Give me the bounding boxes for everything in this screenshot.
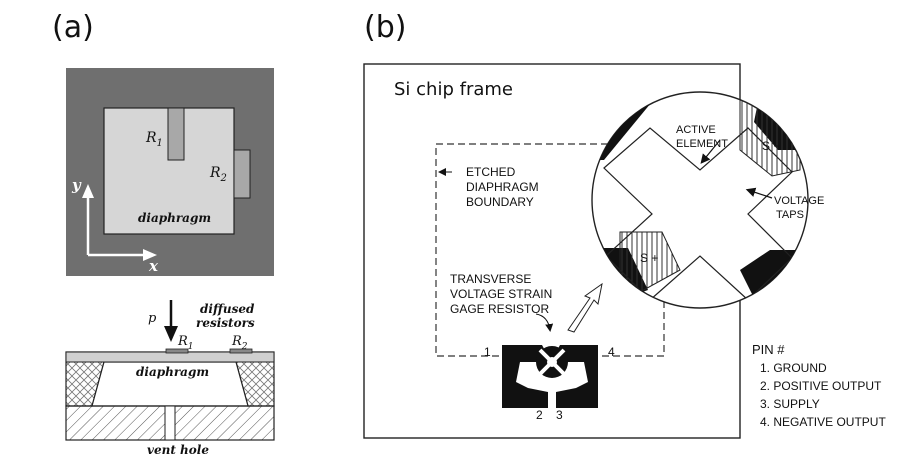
r1-label: R1 — [145, 130, 163, 149]
y-axis-label: y — [71, 176, 82, 194]
pin-legend-2: 2. POSITIVE OUTPUT — [760, 379, 882, 393]
diffused-label-1: diffused — [200, 302, 255, 316]
voltage-label-1: VOLTAGE — [774, 195, 824, 207]
magnified-view — [591, 91, 809, 309]
top-view-group: R1 R2 diaphragm y x — [66, 68, 274, 276]
cs-r2-label: R2 — [231, 334, 248, 352]
vent-hole-label: vent hole — [147, 443, 209, 457]
pin-legend-1: 1. GROUND — [760, 361, 827, 375]
pin-2-label: 2 — [536, 408, 543, 422]
pressure-label: p — [148, 311, 157, 326]
diffused-label-2: resistors — [196, 316, 255, 330]
cs-diaphragm-label: diaphragm — [136, 365, 209, 379]
etched-label-2: DIAPHRAGM — [466, 180, 539, 194]
chip-frame-label: Si chip frame — [394, 79, 513, 100]
pin-3-label: 3 — [556, 408, 563, 422]
pin-legend-3: 3. SUPPLY — [760, 397, 820, 411]
s-minus-label: S − — [762, 139, 780, 153]
y-axis-arrow — [82, 184, 94, 198]
transverse-label-3: GAGE RESISTOR — [450, 302, 549, 316]
r2-label: R2 — [209, 165, 227, 184]
sensor-pattern — [502, 345, 598, 408]
x-axis-arrow — [143, 249, 157, 261]
etched-label-3: BOUNDARY — [466, 195, 534, 209]
cs-r1-label: R1 — [177, 334, 194, 352]
pin-header: PIN # — [752, 342, 785, 357]
x-axis-label: x — [148, 257, 159, 275]
panel-a-label: (a) — [52, 10, 94, 45]
voltage-label-2: TAPS — [776, 209, 804, 221]
active-label-1: ACTIVE — [676, 124, 716, 136]
diaphragm-layer — [65, 351, 275, 363]
active-label-2: ELEMENT — [676, 138, 728, 150]
transverse-label-1: TRANSVERSE — [450, 272, 531, 286]
diaphragm-label: diaphragm — [138, 211, 211, 225]
active-element-arrow — [700, 139, 721, 164]
cross-section-group: p diffused resistors R1 R2 diaphragm ven… — [65, 300, 275, 457]
voltage-taps-arrow — [745, 187, 773, 199]
resistor-r1-rect — [167, 107, 185, 161]
etched-label-1: ETCHED — [466, 165, 516, 179]
magnify-arrow — [567, 282, 603, 333]
cs-resistor-r2 — [229, 348, 253, 354]
resistor-r2-rect — [233, 149, 251, 199]
vent-hole-channel — [164, 405, 176, 441]
transverse-arrow — [535, 313, 554, 332]
pressure-arrow-head — [164, 326, 178, 342]
pin-legend-4: 4. NEGATIVE OUTPUT — [760, 415, 886, 429]
pin-4-label: 4 — [608, 345, 615, 359]
panel-b-group: Si chip frame ETCHED DIAPHRAGM BOUNDARY … — [363, 63, 886, 439]
cs-resistor-r1 — [165, 348, 189, 354]
pin-1-label: 1 — [484, 345, 491, 359]
transverse-label-2: VOLTAGE STRAIN — [450, 287, 552, 301]
panel-b-label: (b) — [364, 10, 407, 45]
s-plus-label: S + — [640, 251, 658, 265]
